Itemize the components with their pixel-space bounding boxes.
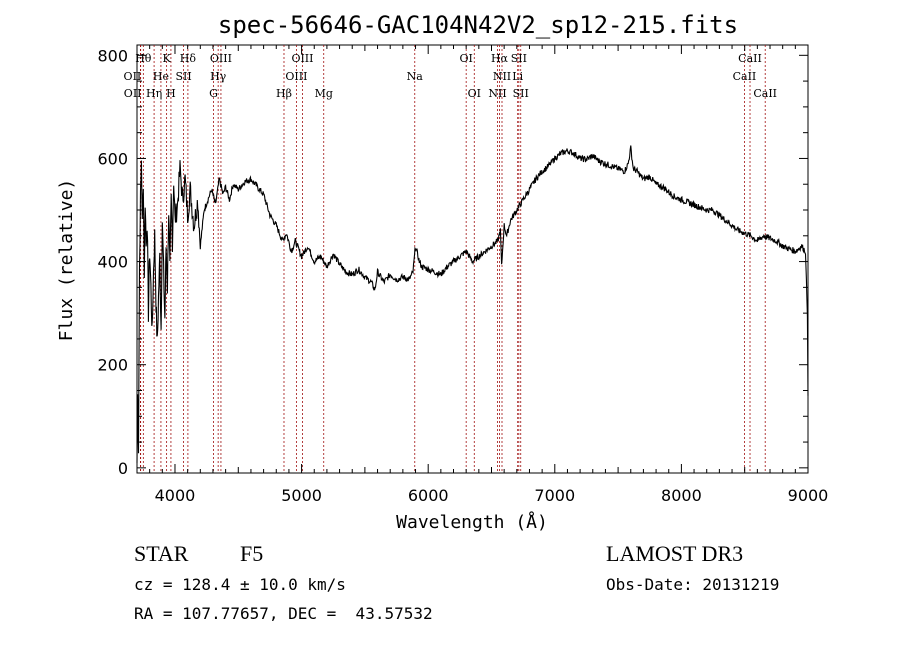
spectrum-line <box>136 145 809 463</box>
line-label-10: Hγ <box>210 70 227 83</box>
line-label-17: OI <box>459 52 472 65</box>
line-label-21: NII <box>493 70 511 83</box>
line-label-0: OII <box>124 70 142 83</box>
line-label-23: SII <box>511 52 527 65</box>
y-tick-label-0: 0 <box>118 459 128 478</box>
plot-frame <box>136 44 809 474</box>
line-label-2: Hθ <box>135 52 152 65</box>
line-label-11: OIII <box>210 52 232 65</box>
x-tick-label-2: 6000 <box>408 486 449 505</box>
line-label-15: Mg <box>315 87 333 100</box>
line-label-13: OIII <box>285 70 307 83</box>
line-label-3: Hη <box>146 87 162 100</box>
x-tick-label-4: 8000 <box>661 486 702 505</box>
line-label-18: OI <box>468 87 481 100</box>
observation-date: Obs-Date: 20131219 <box>606 575 780 594</box>
object-subclass: F5 <box>240 541 264 566</box>
line-label-1: OII <box>124 87 142 100</box>
line-label-8: Hδ <box>180 52 197 65</box>
spectral-line-labels: OII OII Hθ Hη He K H SII Hδ G Hγ OIII Hβ OIII OIII Mg Na… <box>124 52 777 100</box>
line-label-25: CaII <box>733 70 757 83</box>
line-label-12: Hβ <box>276 87 292 100</box>
line-label-26: CaII <box>738 52 762 65</box>
spectral-line-markers <box>140 45 766 473</box>
object-class: STAR <box>134 541 189 566</box>
line-label-9: G <box>209 87 218 100</box>
x-axis-label: Wavelength (Å) <box>396 511 548 533</box>
line-label-5: K <box>163 52 172 65</box>
line-label-16: Na <box>407 70 424 83</box>
x-tick-label-0: 4000 <box>155 486 196 505</box>
coordinates: RA = 107.77657, DEC = 43.57532 <box>134 604 433 623</box>
line-label-19: NII <box>488 87 506 100</box>
x-tick-label-3: 7000 <box>534 486 575 505</box>
x-tick-label-5: 9000 <box>788 486 829 505</box>
y-tick-label-3: 600 <box>97 149 128 168</box>
line-label-6: H <box>166 87 176 100</box>
y-axis: 0 200 400 600 800 <box>97 46 808 478</box>
y-axis-label: Flux (relative) <box>56 179 77 342</box>
line-label-7: SII <box>175 70 191 83</box>
y-tick-label-2: 400 <box>97 253 128 272</box>
line-label-14: OIII <box>291 52 313 65</box>
line-label-27: CaII <box>753 87 777 100</box>
x-axis: 4000 5000 6000 7000 8000 9000 <box>136 45 829 505</box>
line-label-4: He <box>153 70 169 83</box>
line-label-20: Hα <box>491 52 509 65</box>
line-label-22: Li <box>512 70 523 83</box>
x-tick-label-1: 5000 <box>281 486 322 505</box>
y-tick-label-1: 200 <box>97 356 128 375</box>
line-label-24: SII <box>513 87 529 100</box>
survey-name: LAMOST DR3 <box>606 541 744 566</box>
redshift-velocity: cz = 128.4 ± 10.0 km/s <box>134 575 346 594</box>
chart-title: spec-56646-GAC104N42V2_sp12-215.fits <box>218 11 738 39</box>
y-tick-label-4: 800 <box>97 46 128 65</box>
